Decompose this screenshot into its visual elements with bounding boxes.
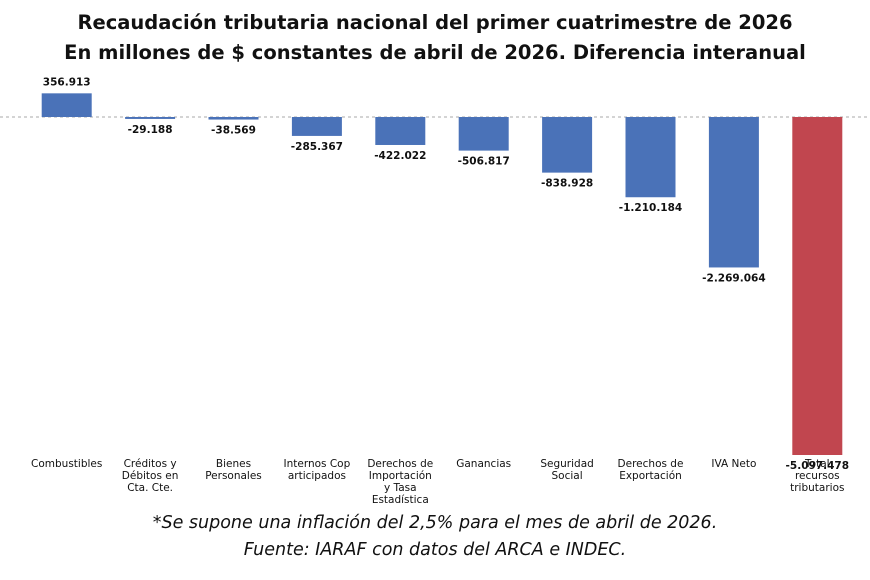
- chart-title: Recaudación tributaria nacional del prim…: [77, 11, 793, 34]
- data-label: -38.569: [211, 125, 256, 137]
- data-label: -29.188: [128, 124, 173, 136]
- data-label: -422.022: [374, 150, 426, 162]
- chart-subtitle: En millones de $ constantes de abril de …: [64, 41, 806, 64]
- bar: [125, 117, 176, 119]
- category-label: Combustibles: [31, 458, 102, 470]
- bar: [792, 117, 843, 455]
- data-label: -506.817: [458, 156, 510, 168]
- bar: [542, 117, 593, 173]
- bar: [208, 117, 259, 120]
- category-label: IVA Neto: [711, 458, 756, 470]
- category-label: Derechos de Exportación: [618, 458, 684, 482]
- category-label: Créditos y Débitos en Cta. Cte.: [122, 458, 179, 494]
- data-label: -2.269.064: [702, 272, 765, 284]
- data-label: -838.928: [541, 178, 593, 190]
- category-label: Ganancias: [456, 458, 511, 470]
- bar: [375, 117, 426, 145]
- bar: [458, 117, 509, 151]
- source-note: Fuente: IARAF con datos del ARCA e INDEC…: [243, 540, 627, 560]
- inflation-note: *Se supone una inflación del 2,5% para e…: [152, 513, 718, 533]
- data-label: -1.210.184: [619, 202, 682, 214]
- category-label: Total recursos tributarios: [790, 458, 844, 494]
- category-label: Bienes Personales: [205, 458, 262, 482]
- category-label: Seguridad Social: [540, 458, 593, 482]
- bar: [708, 117, 759, 268]
- footnote-block: *Se supone una inflación del 2,5% para e…: [0, 510, 870, 564]
- chart-title-block: Recaudación tributaria nacional del prim…: [0, 8, 870, 68]
- bar: [625, 117, 676, 198]
- category-label: Internos Cop articipados: [284, 458, 351, 482]
- bar: [41, 93, 92, 117]
- data-label: -285.367: [291, 141, 343, 153]
- category-label: Derechos de Importación y Tasa Estadística: [367, 458, 433, 506]
- data-label: 356.913: [43, 76, 91, 88]
- bar: [291, 117, 342, 136]
- data-label: -5.097.478: [786, 460, 849, 472]
